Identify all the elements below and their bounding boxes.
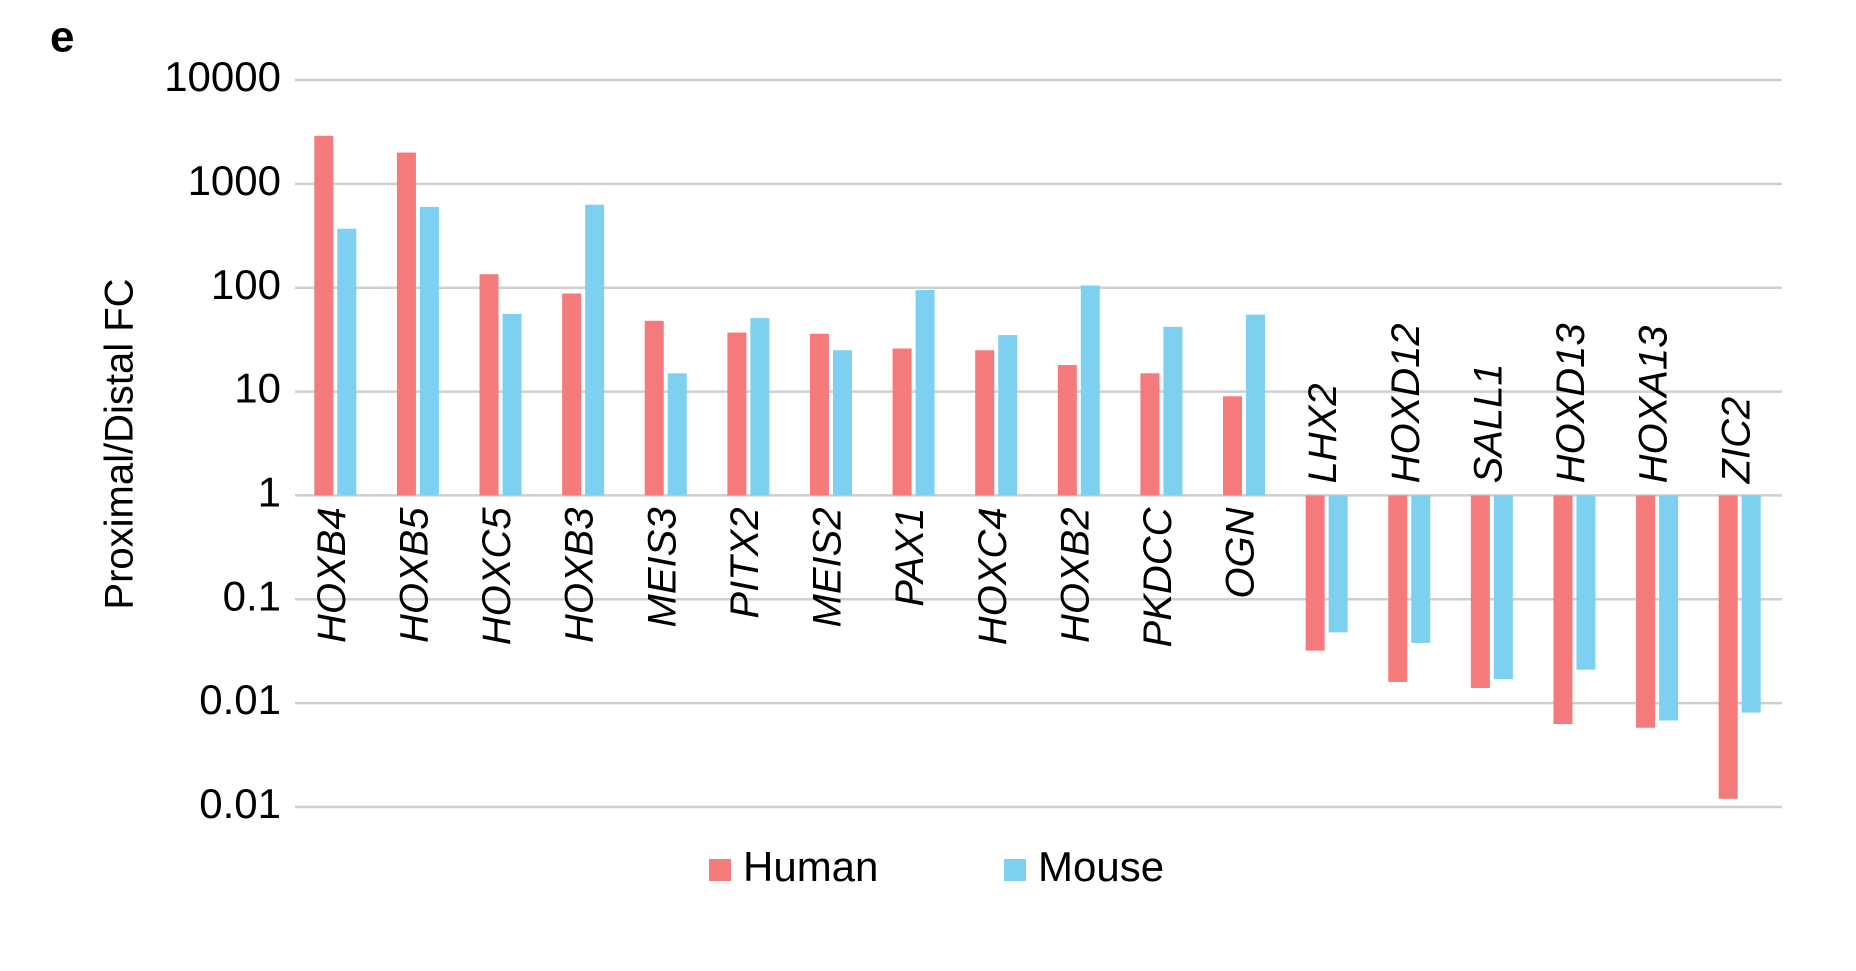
x-tick-label: MEIS3 (640, 507, 684, 627)
bar (502, 313, 522, 496)
x-tick-label: SALL1 (1466, 363, 1510, 483)
y-axis-title: Proximal/Distal FC (98, 278, 142, 609)
bar (667, 373, 687, 496)
y-tick-label: 0.1 (223, 572, 281, 619)
legend-swatch (1004, 859, 1026, 881)
x-tick-label: MEIS2 (806, 507, 850, 627)
y-tick-label: 10000 (164, 53, 281, 100)
x-tick-label: HOXB4 (310, 507, 354, 643)
bar (1140, 373, 1160, 496)
x-tick-label: HOXC5 (475, 507, 519, 646)
bar (1659, 495, 1679, 721)
bar (892, 348, 912, 496)
x-tick-label: PAX1 (888, 507, 932, 606)
bar (1576, 495, 1596, 670)
bar (1246, 314, 1266, 496)
bar (1553, 495, 1573, 724)
bar (750, 318, 770, 496)
x-tick-label: HOXD13 (1549, 323, 1593, 483)
bar (479, 274, 499, 496)
x-tick-label: PITX2 (723, 507, 767, 618)
bar (1080, 285, 1100, 496)
y-tick-label: 100 (211, 261, 281, 308)
bar (419, 206, 439, 496)
x-tick-label: HOXB5 (392, 507, 436, 643)
bar (727, 332, 747, 496)
bar (396, 152, 416, 496)
y-tick-label: 1 (258, 469, 281, 516)
bar (915, 290, 935, 496)
bar (1163, 326, 1183, 496)
panel-label: e (50, 13, 74, 62)
bar (1718, 495, 1738, 799)
bar (585, 204, 605, 496)
bar (644, 320, 664, 496)
bar (998, 335, 1018, 496)
y-tick-label: 10 (234, 365, 281, 412)
bar (1741, 495, 1761, 713)
bar (1328, 495, 1348, 633)
y-tick-label: 0.01 (199, 676, 281, 723)
x-tick-label: HOXD12 (1384, 323, 1428, 483)
bar (562, 293, 582, 496)
bar (1388, 495, 1408, 682)
legend-label: Mouse (1038, 843, 1164, 890)
bar (314, 135, 334, 496)
bar (1305, 495, 1325, 651)
bar (975, 350, 995, 496)
bar (337, 228, 357, 496)
x-tick-label: HOXB2 (1053, 507, 1097, 643)
bar (832, 350, 852, 496)
x-tick-label: LHX2 (1301, 383, 1345, 483)
x-tick-label: HOXB3 (558, 507, 602, 643)
x-tick-label: HOXC4 (971, 507, 1015, 645)
x-tick-label: PKDCC (1136, 506, 1180, 647)
bar (809, 333, 829, 496)
y-tick-label: 1000 (188, 157, 281, 204)
bar (1493, 495, 1513, 680)
bar (1470, 495, 1490, 688)
legend-label: Human (743, 843, 878, 890)
bar (1057, 365, 1077, 496)
bar (1636, 495, 1656, 728)
y-tick-label: 0.01 (199, 780, 281, 827)
x-tick-label: ZIC2 (1714, 397, 1758, 485)
bar (1411, 495, 1431, 643)
x-tick-label: OGN (1219, 507, 1263, 598)
bar (1223, 396, 1243, 496)
x-tick-label: HOXA13 (1632, 326, 1676, 484)
legend-swatch (709, 859, 731, 881)
